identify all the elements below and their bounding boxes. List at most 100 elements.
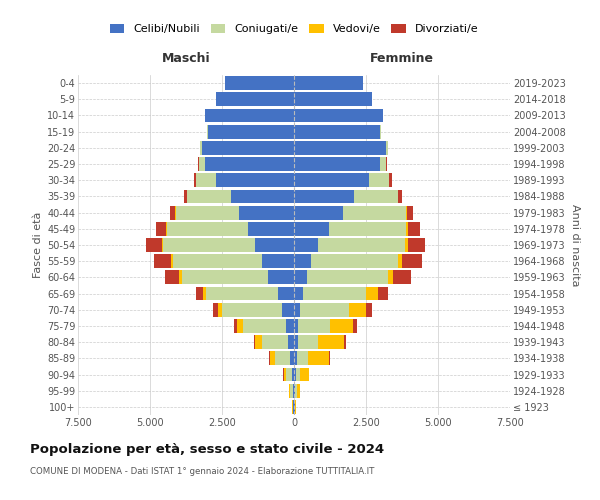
Bar [269, 352, 275, 365]
Bar [146, 238, 162, 252]
Bar [294, 238, 319, 252]
Bar [398, 190, 402, 203]
Bar [406, 206, 407, 220]
Bar [295, 384, 297, 398]
Bar [297, 384, 300, 398]
Bar [293, 384, 294, 398]
Bar [343, 206, 406, 220]
Bar [284, 368, 286, 382]
Text: Maschi: Maschi [161, 52, 211, 66]
Bar [298, 319, 330, 333]
Bar [311, 254, 398, 268]
Bar [194, 174, 196, 187]
Bar [205, 108, 294, 122]
Bar [222, 303, 283, 316]
Bar [388, 270, 394, 284]
Bar [377, 286, 388, 300]
Bar [355, 190, 398, 203]
Bar [278, 286, 294, 300]
Bar [300, 368, 308, 382]
Bar [329, 222, 406, 235]
Bar [294, 206, 343, 220]
Bar [293, 400, 294, 414]
Bar [386, 157, 387, 171]
Bar [225, 76, 294, 90]
Bar [406, 222, 408, 235]
Bar [353, 319, 358, 333]
Bar [307, 270, 388, 284]
Bar [329, 352, 330, 365]
Text: COMUNE DI MODENA - Dati ISTAT 1° gennaio 2024 - Elaborazione TUTTITALIA.IT: COMUNE DI MODENA - Dati ISTAT 1° gennaio… [30, 468, 374, 476]
Bar [203, 286, 206, 300]
Bar [294, 108, 383, 122]
Bar [294, 352, 297, 365]
Bar [296, 368, 300, 382]
Bar [294, 286, 302, 300]
Text: Femmine: Femmine [370, 52, 434, 66]
Bar [206, 286, 278, 300]
Legend: Celibi/Nubili, Coniugati/e, Vedovi/e, Divorziati/e: Celibi/Nubili, Coniugati/e, Vedovi/e, Di… [105, 20, 483, 38]
Bar [172, 254, 173, 268]
Bar [294, 92, 372, 106]
Bar [288, 336, 294, 349]
Bar [154, 254, 172, 268]
Bar [162, 238, 163, 252]
Bar [380, 157, 386, 171]
Bar [402, 254, 422, 268]
Bar [294, 303, 300, 316]
Bar [300, 303, 349, 316]
Bar [196, 286, 203, 300]
Text: Popolazione per età, sesso e stato civile - 2024: Popolazione per età, sesso e stato civil… [30, 442, 384, 456]
Bar [184, 190, 187, 203]
Bar [394, 270, 410, 284]
Bar [386, 141, 388, 154]
Bar [243, 319, 286, 333]
Bar [205, 157, 294, 171]
Bar [344, 336, 346, 349]
Bar [294, 400, 295, 414]
Bar [200, 141, 202, 154]
Bar [408, 222, 419, 235]
Y-axis label: Anni di nascita: Anni di nascita [569, 204, 580, 286]
Bar [290, 352, 294, 365]
Bar [294, 190, 355, 203]
Bar [176, 206, 239, 220]
Bar [254, 336, 255, 349]
Bar [216, 174, 294, 187]
Bar [318, 336, 344, 349]
Bar [157, 222, 166, 235]
Bar [349, 303, 366, 316]
Bar [319, 238, 405, 252]
Bar [230, 190, 294, 203]
Bar [166, 222, 167, 235]
Bar [199, 157, 205, 171]
Bar [294, 125, 380, 138]
Bar [196, 174, 216, 187]
Bar [294, 254, 311, 268]
Bar [294, 76, 363, 90]
Bar [165, 270, 179, 284]
Bar [255, 238, 294, 252]
Bar [369, 174, 389, 187]
Bar [198, 157, 199, 171]
Bar [262, 336, 288, 349]
Bar [214, 303, 218, 316]
Bar [187, 190, 230, 203]
Bar [216, 92, 294, 106]
Bar [289, 384, 290, 398]
Bar [262, 254, 294, 268]
Bar [302, 286, 366, 300]
Bar [290, 384, 293, 398]
Bar [292, 368, 294, 382]
Bar [167, 222, 248, 235]
Bar [283, 303, 294, 316]
Bar [294, 384, 295, 398]
Bar [389, 174, 392, 187]
Bar [398, 254, 402, 268]
Bar [294, 270, 307, 284]
Bar [294, 368, 296, 382]
Bar [297, 352, 308, 365]
Bar [255, 336, 262, 349]
Bar [248, 222, 294, 235]
Bar [179, 270, 182, 284]
